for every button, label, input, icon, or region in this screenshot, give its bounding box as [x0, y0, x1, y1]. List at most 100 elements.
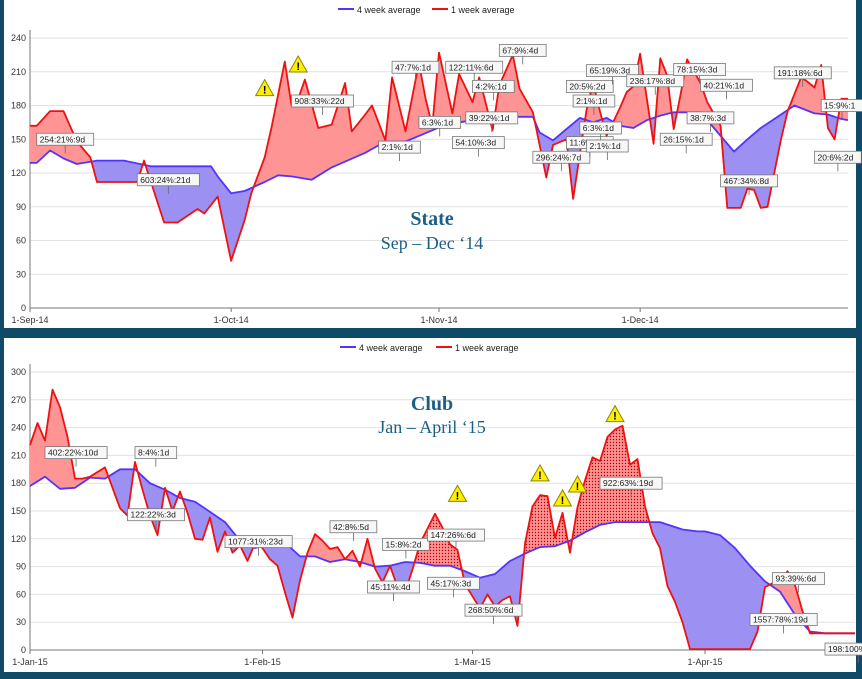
club-chart-title: Club: [411, 393, 453, 415]
svg-text:!: !: [538, 470, 542, 482]
state-chart-subtitle: Sep – Dec ‘14: [381, 233, 483, 253]
club-x-tick-label: 1-Apr-15: [687, 657, 722, 667]
svg-text:47:7%:1d: 47:7%:1d: [395, 62, 431, 72]
svg-text:2:1%:1d: 2:1%:1d: [382, 142, 413, 152]
club-area-below: [259, 542, 307, 617]
club-warning-icon: !: [447, 484, 468, 502]
svg-text:78:15%:3d: 78:15%:3d: [677, 65, 718, 75]
state-annotation: 78:15%:3d: [673, 63, 726, 84]
club-area-above: [413, 514, 462, 570]
club-annotation: 45:17%:3d: [427, 576, 480, 598]
state-y-tick-label: 60: [16, 236, 26, 246]
svg-text:93:39%:6d: 93:39%:6d: [776, 574, 817, 584]
club-annotation: 8:4%:1d: [134, 446, 178, 467]
club-area-below: [461, 554, 524, 623]
state-y-tick-label: 240: [11, 33, 26, 43]
club-y-tick-label: 30: [16, 617, 26, 627]
svg-text:402:22%:10d: 402:22%:10d: [48, 448, 98, 458]
state-annotation: 6:3%:1d: [418, 115, 461, 137]
svg-text:65:19%:3d: 65:19%:3d: [590, 66, 631, 76]
state-annotation: 191:18%:6d: [773, 66, 832, 87]
club-y-tick-label: 120: [11, 534, 26, 544]
club-area-below: [648, 519, 769, 650]
club-x-tick-label: 1-Jan-15: [12, 657, 48, 667]
state-y-tick-label: 90: [16, 202, 26, 212]
state-warning-icon: !: [288, 54, 309, 73]
club-area-above: [306, 535, 358, 562]
state-annotation: 65:19%:3d: [586, 64, 639, 85]
svg-text:15:9%:1: 15:9%:1: [824, 101, 855, 111]
svg-text:42:8%:5d: 42:8%:5d: [333, 522, 369, 532]
svg-text:908:33%:22d: 908:33%:22d: [294, 96, 344, 106]
club-plot-area: 0 30 60 90 120 150 180 210 240 270 300 1-Jan-15 1-Fe…: [11, 364, 862, 667]
state-y-tick-label: 180: [11, 101, 26, 111]
svg-text:20:5%:2d: 20:5%:2d: [569, 81, 605, 91]
club-warning-icon: !: [605, 404, 625, 423]
state-annotation: 4:2%:1d: [472, 79, 515, 101]
club-x-tick-label: 1-Feb-15: [244, 657, 281, 667]
club-area-below: [107, 469, 134, 515]
svg-text:!: !: [296, 61, 300, 73]
state-annotation: 54:10%:3d: [452, 136, 505, 157]
svg-text:4:2%:1d: 4:2%:1d: [476, 81, 507, 91]
state-x-tick-label: 1-Nov-14: [420, 315, 457, 325]
svg-text:67:9%:4d: 67:9%:4d: [502, 45, 538, 55]
club-warning-icon: !: [530, 463, 550, 482]
state-y-tick-label: 120: [11, 168, 26, 178]
svg-text:122:22%:3d: 122:22%:3d: [131, 510, 177, 520]
state-x-tick-label: 1-Dec-14: [622, 315, 659, 325]
state-annotation: 15:9%:1: [820, 99, 862, 120]
state-annotation: 296:24%:7d: [532, 150, 591, 172]
svg-text:45:11%:4d: 45:11%:4d: [371, 582, 411, 592]
svg-text:26:15%:1d: 26:15%:1d: [663, 134, 704, 144]
state-annotation: 254:21%:9d: [36, 132, 95, 154]
club-annotation: 147:26%:6d: [427, 528, 485, 550]
svg-text:6:3%:1d: 6:3%:1d: [583, 123, 614, 133]
svg-text:45:17%:3d: 45:17%:3d: [431, 578, 472, 588]
state-area-below: [91, 160, 142, 182]
svg-text:!: !: [561, 495, 565, 507]
club-x-tick-label: 1-Mar-15: [454, 657, 491, 667]
club-y-tick-label: 300: [11, 367, 26, 377]
state-legend-4week: 4 week average: [357, 5, 421, 15]
svg-text:1077:31%:23d: 1077:31%:23d: [228, 537, 283, 547]
state-annotation: 603:24%:21d: [136, 173, 200, 194]
svg-text:!: !: [263, 85, 267, 97]
state-warning-icon: !: [254, 78, 275, 97]
club-annotation: 922:63%:19d: [599, 476, 663, 498]
state-y-tick-label: 30: [16, 269, 26, 279]
svg-text:2:1%:1d: 2:1%:1d: [576, 96, 607, 106]
club-annotation: 15:8%:2d: [382, 537, 430, 559]
state-plot-area: 0 30 60 90 120 150 180 210 240 1-Sep-14 1-Oct-14 1-…: [11, 30, 862, 325]
svg-text:39:22%:1d: 39:22%:1d: [469, 113, 510, 123]
club-annotation: 42:8%:5d: [329, 520, 378, 541]
club-annotation: 1077:31%:23d: [224, 535, 293, 556]
club-y-tick-label: 270: [11, 395, 26, 405]
svg-text:191:18%:6d: 191:18%:6d: [777, 68, 823, 78]
svg-text:!: !: [613, 411, 617, 423]
state-annotation: 20:6%:2d: [814, 150, 862, 172]
state-annotation: 20:5%:2d: [565, 79, 614, 101]
state-line-1week: [30, 51, 848, 262]
svg-text:6:3%:1d: 6:3%:1d: [422, 117, 453, 127]
svg-text:1557:78%:19d: 1557:78%:19d: [753, 614, 808, 624]
svg-text:467:34%:8d: 467:34%:8d: [724, 176, 770, 186]
svg-text:2:1%:1d: 2:1%:1d: [590, 141, 621, 151]
club-annotation: 268:50%:6d: [464, 603, 523, 625]
club-annotation: 122:22%:3d: [127, 508, 185, 529]
state-annotation: 6:3%:1d: [579, 121, 622, 142]
state-annotation: 467:34%:8d: [720, 174, 779, 195]
state-annotation: 26:15%:1d: [659, 132, 713, 154]
svg-text:15:8%:2d: 15:8%:2d: [386, 539, 422, 549]
club-y-tick-label: 240: [11, 423, 26, 433]
club-area-above: [523, 495, 568, 559]
club-y-tick-label: 180: [11, 478, 26, 488]
club-warning-icon: !: [567, 475, 588, 493]
svg-text:122:11%:6d: 122:11%:6d: [449, 62, 494, 72]
svg-text:296:24%:7d: 296:24%:7d: [536, 152, 582, 162]
state-y-tick-label: 210: [11, 67, 26, 77]
svg-text:147:26%:6d: 147:26%:6d: [431, 530, 477, 540]
svg-text:268:50%:6d: 268:50%:6d: [468, 605, 514, 615]
svg-text:8:4%:1d: 8:4%:1d: [138, 448, 169, 458]
